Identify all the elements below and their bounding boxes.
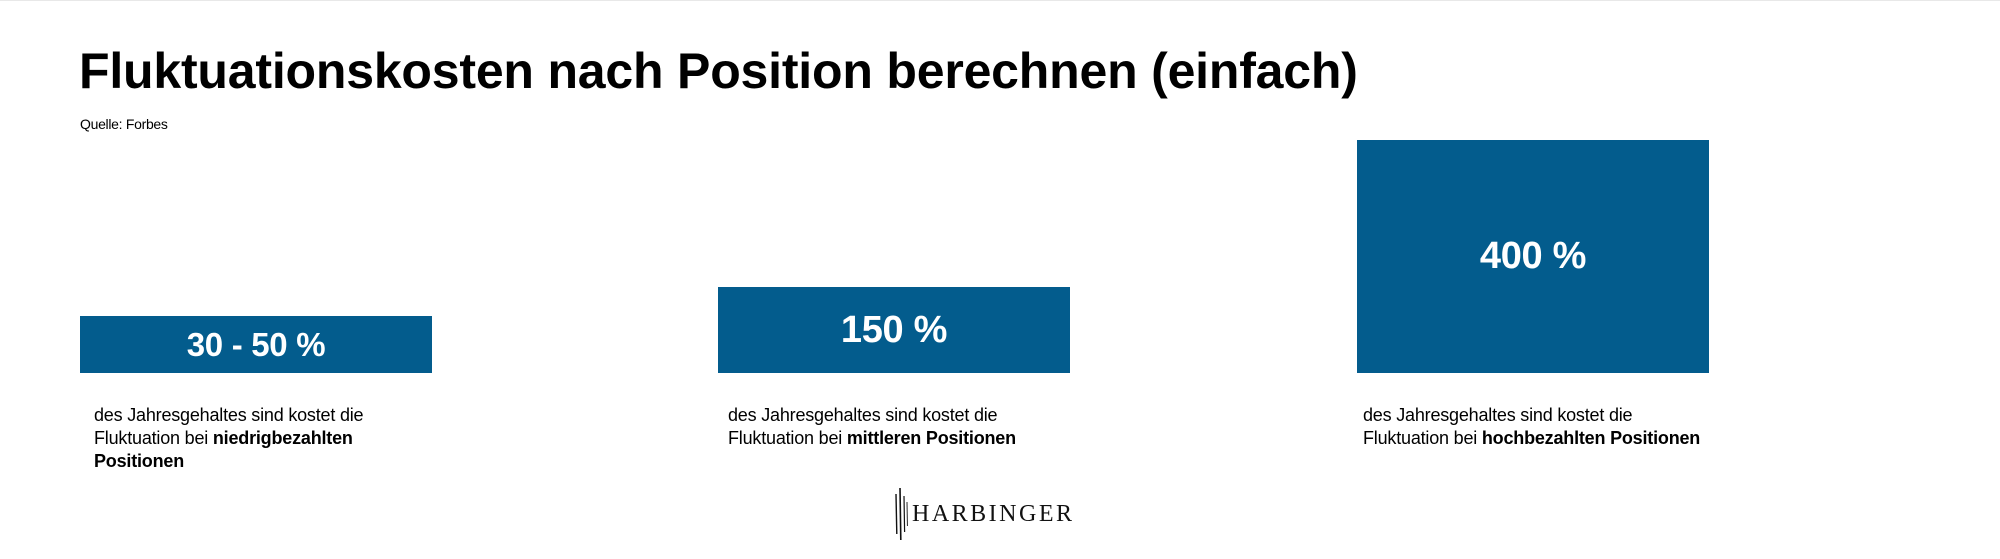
- top-rule: [0, 0, 2000, 1]
- bar-value-label: 150 %: [840, 308, 948, 351]
- page-title: Fluktuationskosten nach Position berechn…: [79, 43, 1358, 99]
- desc-emphasis: hochbezahlten Positionen: [1481, 428, 1701, 448]
- desc-text: des Jahresgehaltes sind kostet die Flukt…: [1363, 405, 1633, 448]
- harbinger-logo: HARBINGER: [893, 486, 1075, 542]
- desc-mid-positions: des Jahresgehaltes sind kostet die Flukt…: [728, 404, 1088, 450]
- bar-mid-positions: 150 %: [718, 287, 1070, 373]
- desc-high-positions: des Jahresgehaltes sind kostet die Flukt…: [1363, 404, 1703, 450]
- source-note: Quelle: Forbes: [80, 116, 168, 132]
- bar-low-positions: 30 - 50 %: [80, 316, 432, 373]
- desc-text: des Jahresgehaltes sind kostet die Flukt…: [728, 405, 998, 448]
- desc-text: des Jahresgehaltes sind kostet die Flukt…: [94, 405, 364, 448]
- bar-high-positions: 400 %: [1357, 140, 1709, 373]
- logo-text: HARBINGER: [912, 501, 1075, 527]
- desc-low-positions: des Jahresgehaltes sind kostet die Flukt…: [94, 404, 434, 473]
- desc-emphasis: niedrigbezahlten Positionen: [94, 428, 353, 471]
- logo-lines-icon: [895, 487, 908, 541]
- desc-emphasis: mittleren Positionen: [846, 428, 1016, 448]
- bar-value-label: 400 %: [1479, 235, 1587, 277]
- bar-value-label: 30 - 50 %: [186, 325, 326, 363]
